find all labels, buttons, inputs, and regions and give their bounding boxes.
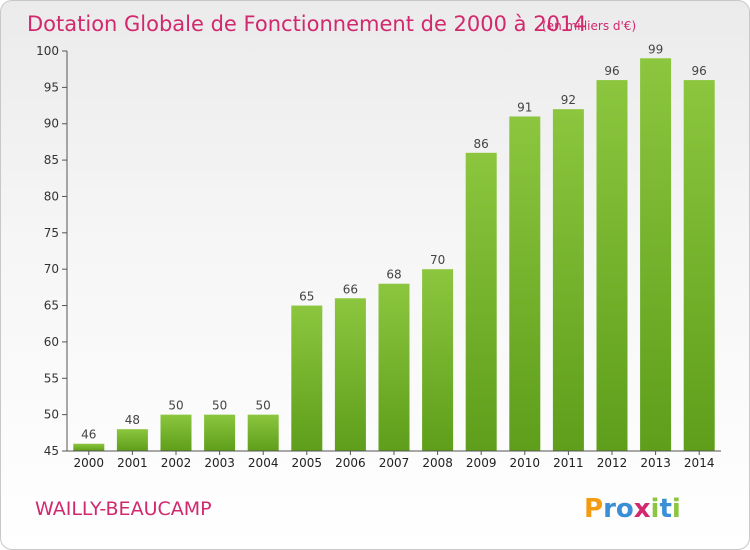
y-tick-label: 75	[44, 226, 59, 240]
x-tick-label-2008: 2008	[422, 456, 453, 470]
bar-2007	[378, 283, 410, 451]
y-tick-label: 85	[44, 153, 59, 167]
x-tick-label-2012: 2012	[597, 456, 628, 470]
x-tick-label-2014: 2014	[684, 456, 715, 470]
x-tick-label-2002: 2002	[161, 456, 192, 470]
bar-2012	[596, 80, 628, 451]
y-tick-label: 50	[44, 408, 59, 422]
y-tick-label: 80	[44, 189, 59, 203]
bar-2001	[116, 429, 148, 451]
data-label-2004: 50	[256, 399, 271, 413]
bar-2014	[683, 80, 715, 451]
x-tick-label-2006: 2006	[335, 456, 366, 470]
bar-2008	[422, 269, 454, 451]
proxiti-logo: Proxiti	[584, 494, 681, 524]
data-label-2007: 68	[386, 268, 401, 282]
bar-2002	[160, 414, 192, 451]
logo-letter: i	[672, 494, 681, 524]
data-label-2013: 99	[648, 42, 663, 56]
x-tick-label-2001: 2001	[117, 456, 148, 470]
bar-2003	[204, 414, 236, 451]
commune-name: WAILLY-BEAUCAMP	[35, 498, 212, 520]
data-label-2005: 65	[299, 290, 314, 304]
data-label-2001: 48	[125, 413, 140, 427]
data-label-2003: 50	[212, 399, 227, 413]
data-label-2006: 66	[343, 282, 358, 296]
y-tick-label: 70	[44, 262, 59, 276]
x-tick-label-2004: 2004	[248, 456, 279, 470]
data-label-2000: 46	[81, 428, 96, 442]
data-label-2010: 91	[517, 100, 532, 114]
bar-2000	[73, 443, 105, 451]
logo-letter: r	[603, 494, 616, 524]
x-tick-label-2003: 2003	[204, 456, 235, 470]
x-tick-label-2011: 2011	[553, 456, 584, 470]
data-label-2012: 96	[604, 64, 619, 78]
x-tick-label-2013: 2013	[640, 456, 671, 470]
chart-subtitle: (en milliers d'€)	[542, 19, 636, 33]
x-tick-label-2000: 2000	[74, 456, 105, 470]
y-tick-label: 95	[44, 80, 59, 94]
bar-2009	[465, 152, 497, 451]
bars: 46 48 50 50 50 65 66 68 70 86 91 92 96 99 96	[73, 42, 715, 452]
bar-2013	[640, 58, 672, 451]
x-tick-label-2009: 2009	[466, 456, 497, 470]
logo-letter: P	[584, 494, 603, 524]
logo-letter: t	[659, 494, 671, 524]
data-label-2011: 92	[561, 93, 576, 107]
y-axis: 45 50 55 60 65 70 75 80 85 90 95 100	[36, 44, 68, 458]
x-axis: 2000 2001 2002 2003 2004 2005 2006 2007 2008 2009…	[67, 450, 721, 470]
chart-title: Dotation Globale de Fonctionnement de 20…	[27, 12, 587, 36]
bar-2006	[334, 298, 366, 451]
bar-2011	[552, 109, 584, 451]
bar-2010	[509, 116, 541, 452]
y-tick-label: 90	[44, 117, 59, 131]
y-tick-label: 60	[44, 335, 59, 349]
y-tick-label: 55	[44, 371, 59, 385]
x-tick-label-2010: 2010	[510, 456, 541, 470]
data-label-2008: 70	[430, 253, 445, 267]
logo-letter: o	[616, 494, 634, 524]
data-label-2009: 86	[474, 137, 489, 151]
bar-2004	[247, 414, 279, 451]
bar-2005	[291, 305, 323, 451]
x-tick-label-2007: 2007	[379, 456, 410, 470]
logo-letter: i	[651, 494, 660, 524]
data-label-2002: 50	[168, 399, 183, 413]
logo-letter: x	[634, 494, 651, 524]
y-tick-label: 100	[36, 44, 59, 58]
x-tick-label-2005: 2005	[292, 456, 323, 470]
data-label-2014: 96	[692, 64, 707, 78]
y-tick-label: 45	[44, 444, 59, 458]
y-tick-label: 65	[44, 299, 59, 313]
